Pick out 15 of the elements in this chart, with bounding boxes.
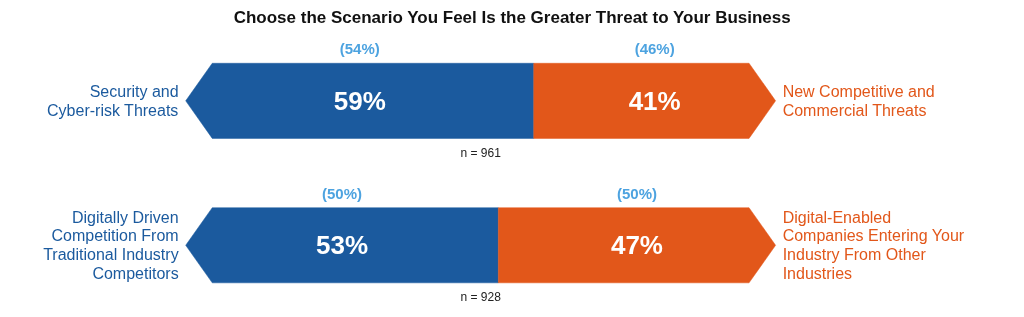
chart-title: Choose the Scenario You Feel Is the Greater Threat to Your Business (233, 7, 791, 27)
y-tick-label: Security and Cyber-risk Threats (47, 82, 179, 119)
data-label: 59% (333, 85, 386, 116)
annotation: n = 961 (460, 145, 502, 160)
annotation: (50%) (322, 184, 363, 202)
annotation: n = 928 (460, 290, 502, 305)
annotation: (50%) (616, 184, 657, 202)
data-label: 47% (610, 230, 663, 261)
y-tick-label: Digitally Driven Competition From Traditional Industry Competitors (43, 208, 179, 282)
data-label: 53% (316, 230, 369, 261)
annotation: (46%) (634, 40, 675, 58)
annotation: New Competitive and Commercial Threats (782, 82, 935, 119)
annotation: Digital-Enabled Companies Entering Your Industry From Other Industries (782, 208, 965, 282)
annotation: (54%) (339, 40, 380, 58)
data-label: 41% (628, 85, 681, 116)
